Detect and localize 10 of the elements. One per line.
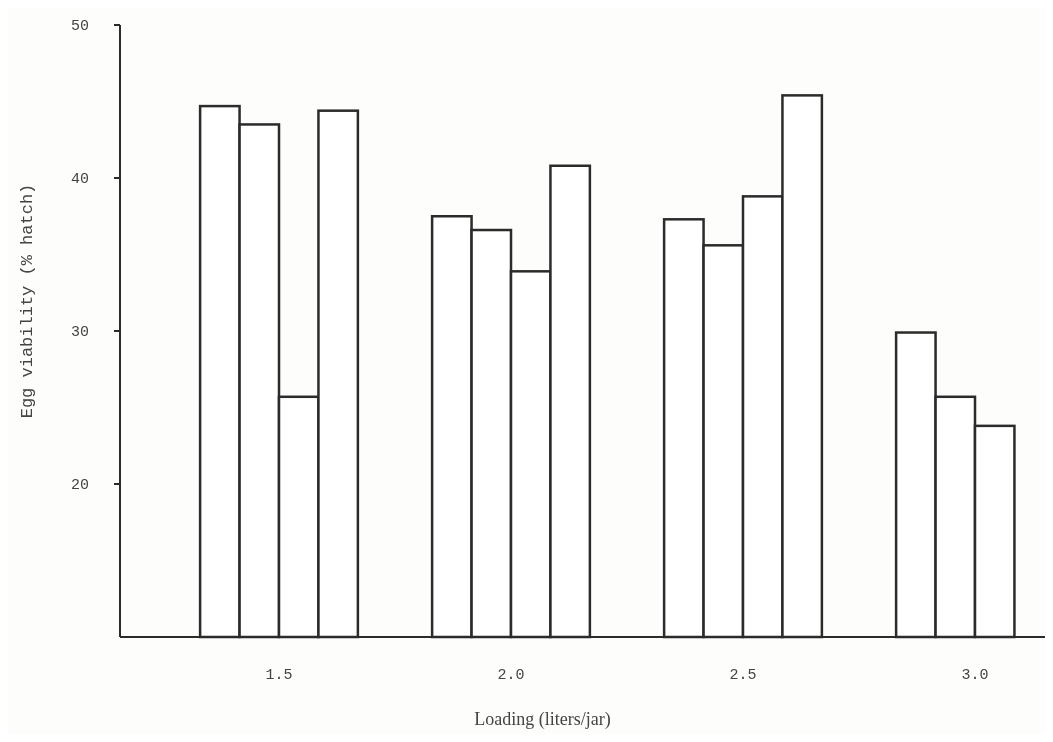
- y-axis-title: Egg viability (% hatch): [18, 183, 37, 419]
- x-tick-label: 2.0: [497, 667, 525, 684]
- y-tick-label: 50: [70, 18, 90, 36]
- x-tick-label: 1.5: [265, 667, 293, 684]
- x-tick-label: 2.5: [729, 667, 757, 684]
- x-axis-title: Loading (liters/jar): [474, 709, 611, 730]
- x-tick-label: 3.0: [961, 667, 989, 684]
- y-tick-label: 20: [70, 477, 90, 495]
- y-tick-label: 30: [70, 324, 90, 342]
- y-tick-label: 40: [70, 171, 90, 189]
